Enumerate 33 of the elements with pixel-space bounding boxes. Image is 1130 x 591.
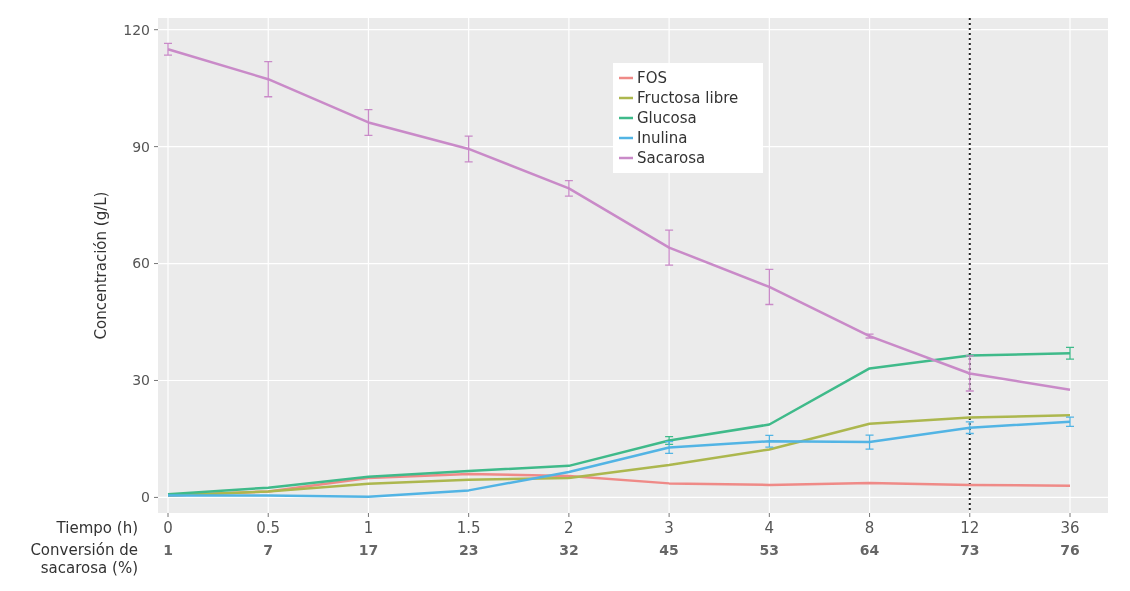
y-tick-label: 0 [141,489,150,506]
x-tick-label: 2 [564,519,574,537]
text: 17 [358,542,379,558]
x-tick-label: 0 [163,519,173,537]
x-tick-label: 0.5 [256,519,281,537]
y-tick-label: 120 [123,21,150,38]
y-axis-title: Concentración (g/L) [92,191,110,340]
legend-label: Glucosa [637,109,697,128]
x-tick-label: 4 [764,519,775,537]
text: 45 [659,542,679,558]
text: 73 [960,542,980,558]
x-tick-label: 8 [864,519,875,537]
x-tick-label: 1 [363,519,374,537]
text: 76 [1060,542,1080,558]
y-tick-label: 90 [132,138,150,155]
text: 7 [263,542,274,558]
legend-label: Inulina [637,129,688,148]
y-tick-label: 30 [132,372,150,389]
legend-label: Fructosa libre [637,89,739,108]
text: Conversión de sacarosa (%) [30,541,138,577]
legend-label: FOS [637,69,667,88]
y-tick-label: 60 [132,255,150,272]
x-tick-label: 3 [664,519,674,537]
x-tick-label: 12 [960,519,980,537]
text: 1 [163,542,173,558]
text: 23 [458,542,479,558]
text: 53 [759,542,780,558]
text: 64 [859,542,880,558]
x-tick-label: 1.5 [456,519,481,537]
x-axis-title: Tiempo (h) [55,519,138,537]
x-tick-label: 36 [1060,519,1080,537]
legend-label: Sacarosa [637,149,706,168]
text: 32 [559,542,579,558]
